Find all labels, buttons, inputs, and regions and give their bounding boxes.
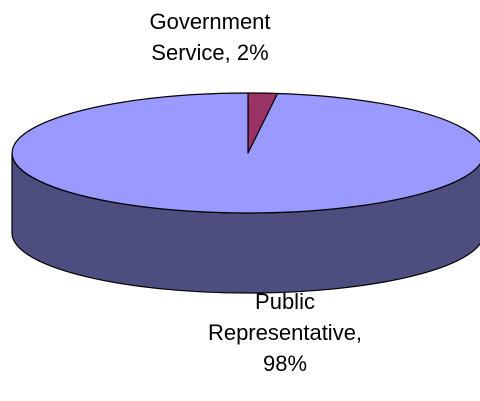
pie-tops — [11, 92, 480, 214]
pie-slice-public-representative — [11, 92, 480, 214]
slice-label-public-representative: Public Representative, 98% — [170, 286, 400, 379]
slice-label-government-service: Government Service, 2% — [105, 6, 315, 68]
slice-label-line: Service, 2% — [151, 40, 269, 65]
slice-label-line: Government — [149, 9, 271, 34]
slice-label-line: 98% — [262, 351, 308, 376]
slice-label-line: Public — [255, 289, 315, 314]
slice-label-line: Representative, — [207, 320, 363, 345]
